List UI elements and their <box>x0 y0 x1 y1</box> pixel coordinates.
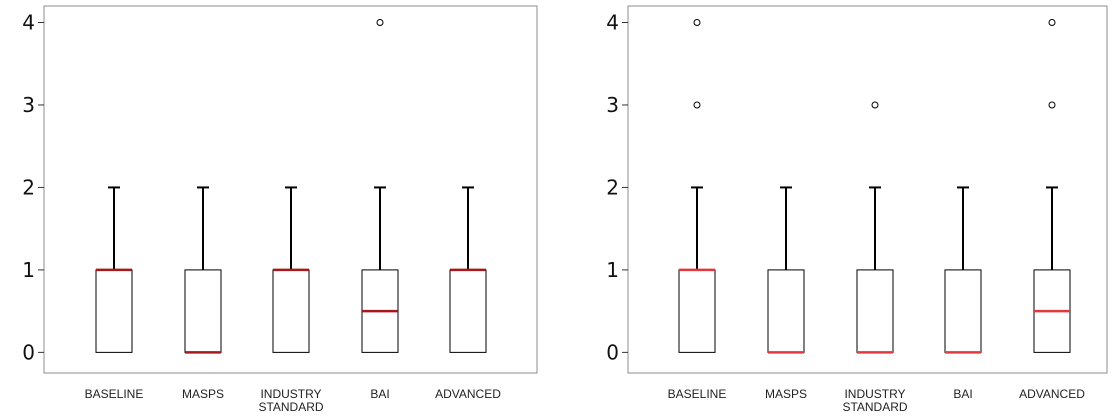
y-tick-label: 1 <box>606 258 619 282</box>
iqr-box <box>449 269 487 353</box>
box-3 <box>361 18 399 353</box>
box-1 <box>767 186 805 354</box>
outlier-point <box>376 18 384 26</box>
box-2 <box>272 186 310 353</box>
iqr-box <box>767 269 805 353</box>
y-tick-label: 4 <box>22 10 35 34</box>
box-0 <box>95 186 133 353</box>
iqr-box <box>856 269 894 353</box>
x-tick-label: BAI <box>953 387 972 401</box>
x-tick-label: ADVANCED <box>1019 387 1085 401</box>
plot-frame <box>627 5 1108 374</box>
x-tick-label: BAI <box>370 387 389 401</box>
y-tick-label: 1 <box>22 258 35 282</box>
iqr-box <box>678 269 716 353</box>
outlier-point <box>871 101 879 109</box>
x-tick-label: MASPS <box>182 387 224 401</box>
x-tick-label: INDUSTRY STANDARD <box>842 387 907 414</box>
right-box-plot: 0 1 2 3 4 BASELINE MASPS INDUSTRY STANDARD BAI ADV… <box>606 5 1108 414</box>
box-1 <box>184 186 222 354</box>
box-4 <box>449 186 487 353</box>
outlier-point <box>693 18 701 26</box>
y-tick-label: 4 <box>606 10 619 34</box>
iqr-box <box>272 269 310 353</box>
plot-frame <box>43 5 538 374</box>
y-tick-label: 0 <box>606 340 619 364</box>
y-tick-label: 2 <box>606 175 619 199</box>
box-2 <box>856 101 894 354</box>
x-tick-label: MASPS <box>765 387 807 401</box>
x-tick-label: INDUSTRY STANDARD <box>258 387 323 414</box>
box-4 <box>1033 18 1071 353</box>
iqr-box <box>184 269 222 353</box>
iqr-box <box>944 269 982 353</box>
iqr-box <box>95 269 133 353</box>
y-tick-label: 3 <box>22 93 35 117</box>
x-tick-label: ADVANCED <box>435 387 501 401</box>
y-tick-label: 2 <box>22 175 35 199</box>
x-tick-label: BASELINE <box>85 387 144 401</box>
y-tick-label: 3 <box>606 93 619 117</box>
left-box-plot: 0 1 2 3 4 BASELINE MASPS INDUSTRY STANDARD BAI ADV… <box>22 5 538 414</box>
outlier-point <box>1048 18 1056 26</box>
y-tick-label: 0 <box>22 340 35 364</box>
outlier-point <box>1048 101 1056 109</box>
outlier-point <box>693 101 701 109</box>
box-3 <box>944 186 982 354</box>
x-tick-label: BASELINE <box>668 387 727 401</box>
box-0 <box>678 18 716 353</box>
